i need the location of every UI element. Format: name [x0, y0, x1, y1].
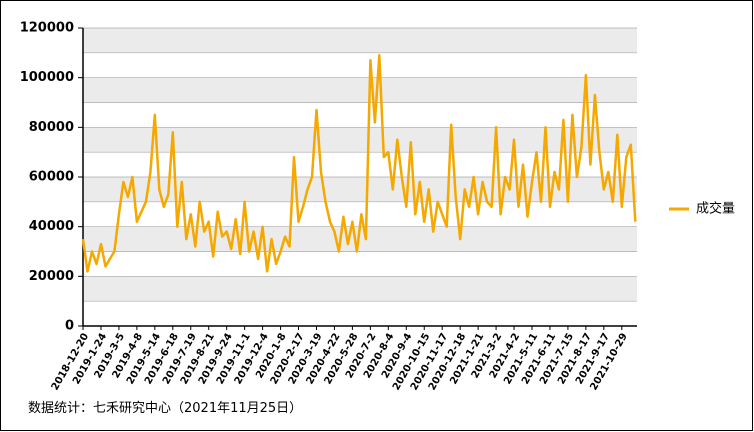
- grid-band: [83, 276, 637, 302]
- legend-label: 成交量: [696, 201, 735, 217]
- series-line: [81, 54, 637, 273]
- grid-band: [83, 28, 637, 53]
- y-tick-label: 100000: [20, 70, 74, 85]
- y-tick-label: 0: [65, 319, 74, 334]
- y-tick-label: 60000: [29, 170, 74, 185]
- grid-band: [83, 77, 637, 103]
- y-tick-label: 120000: [20, 21, 74, 36]
- grid-band: [83, 127, 637, 153]
- y-tick-label: 40000: [29, 219, 74, 234]
- y-tick-label: 20000: [29, 269, 74, 284]
- source-note: 数据统计：七禾研究中心（2021年11月25日）: [28, 401, 302, 416]
- y-tick-label: 80000: [29, 120, 74, 135]
